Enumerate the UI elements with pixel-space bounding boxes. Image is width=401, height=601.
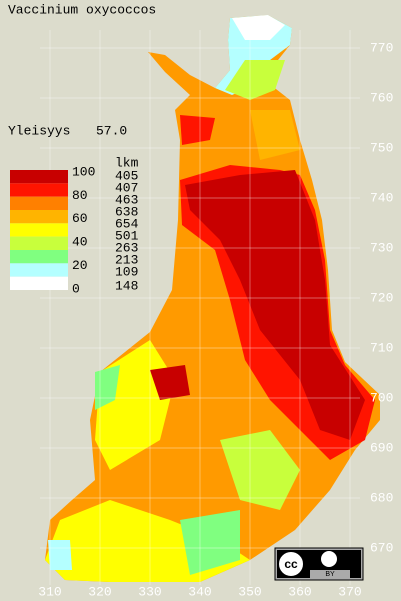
by-strip	[310, 570, 350, 578]
legend-swatch	[10, 236, 68, 250]
grid	[40, 30, 360, 585]
count: 501	[115, 228, 139, 243]
y-label: 770	[370, 40, 393, 55]
count: 405	[115, 168, 138, 183]
count: 463	[115, 192, 138, 207]
legend-swatch	[10, 250, 68, 264]
scale-label: 80	[72, 188, 88, 203]
frequency-label: Yleisyys	[8, 123, 70, 138]
count: 654	[115, 216, 139, 231]
count: 109	[115, 264, 138, 279]
count: 407	[115, 180, 138, 195]
legend-swatch	[10, 196, 68, 210]
cc-circle	[277, 550, 305, 578]
x-label: 320	[88, 584, 111, 599]
title: Vaccinium oxycoccos	[8, 2, 156, 17]
legend-swatch	[10, 183, 68, 197]
y-label: 670	[370, 540, 393, 555]
legend-swatch	[10, 170, 68, 184]
x-label: 340	[188, 584, 211, 599]
frequency-value: 57.0	[96, 123, 127, 138]
scale-label: 20	[72, 258, 88, 273]
y-label: 760	[370, 90, 393, 105]
cc-text: cc	[284, 557, 298, 571]
x-label: 310	[38, 584, 61, 599]
count: 148	[115, 278, 138, 293]
count: 263	[115, 240, 138, 255]
count-header: lkm	[115, 155, 139, 170]
y-label: 710	[370, 340, 393, 355]
by-text: BY	[325, 571, 335, 578]
x-label: 350	[238, 584, 261, 599]
y-label: 700	[370, 390, 393, 405]
legend-swatch	[10, 263, 68, 277]
count: 638	[115, 204, 138, 219]
y-label: 680	[370, 490, 393, 505]
x-label: 370	[338, 584, 361, 599]
y-label: 720	[370, 290, 393, 305]
count: 213	[115, 252, 138, 267]
legend-swatch	[10, 210, 68, 224]
scale-label: 40	[72, 235, 88, 250]
y-label: 750	[370, 140, 393, 155]
legend-swatch	[10, 276, 68, 290]
x-label: 330	[138, 584, 161, 599]
legend-swatch	[10, 223, 68, 237]
by-icon	[321, 551, 337, 567]
y-label: 730	[370, 240, 393, 255]
scale-label: 60	[72, 211, 88, 226]
y-label: 740	[370, 190, 393, 205]
cc-badge: cc BY	[274, 547, 364, 581]
scale-label: 100	[72, 164, 95, 179]
x-label: 360	[288, 584, 311, 599]
scale-label: 0	[72, 281, 80, 296]
finland-map	[45, 15, 380, 582]
y-label: 690	[370, 440, 393, 455]
